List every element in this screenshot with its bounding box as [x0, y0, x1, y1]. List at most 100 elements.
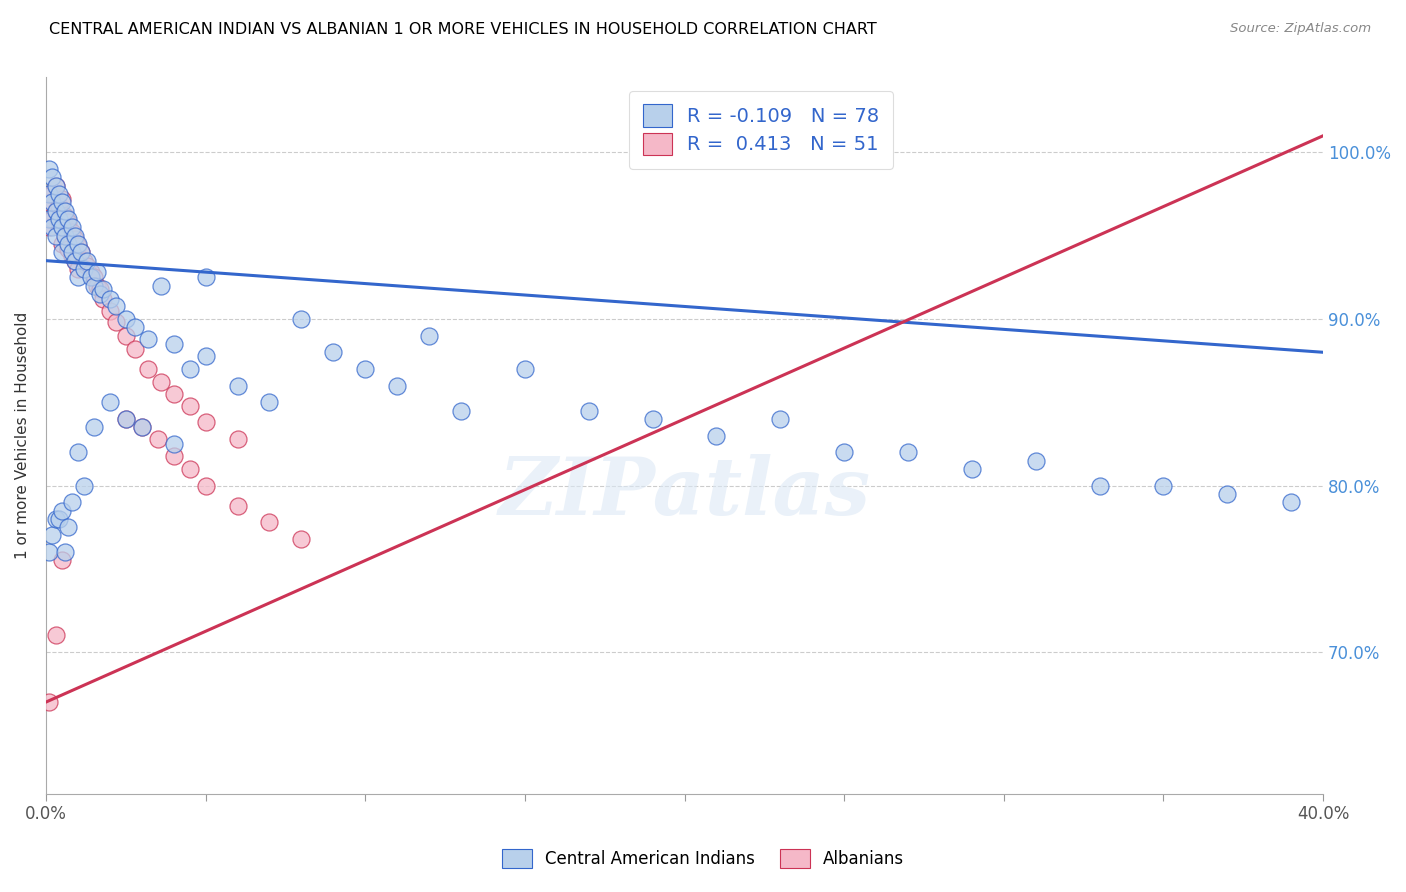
Point [45, 178, 67, 193]
Point [41, 187, 63, 202]
Point [60, 495, 83, 509]
Point [58, 215, 80, 229]
Point [66, 270, 89, 285]
Point [48, 512, 70, 526]
Point [1279, 495, 1302, 509]
Point [290, 532, 312, 546]
Point [58, 212, 80, 227]
Text: CENTRAL AMERICAN INDIAN VS ALBANIAN 1 OR MORE VEHICLES IN HOUSEHOLD CORRELATION : CENTRAL AMERICAN INDIAN VS ALBANIAN 1 OR… [49, 22, 877, 37]
Point [1088, 478, 1111, 492]
Point [63, 253, 86, 268]
Point [149, 376, 172, 390]
Point [45, 203, 67, 218]
Point [58, 242, 80, 256]
Point [51, 553, 73, 567]
Point [60, 225, 83, 239]
Point [79, 270, 101, 285]
Point [86, 265, 108, 279]
Point [149, 278, 172, 293]
Point [63, 232, 86, 246]
Y-axis label: 1 or more Vehicles in Household: 1 or more Vehicles in Household [15, 312, 30, 559]
Point [58, 520, 80, 534]
Point [48, 199, 70, 213]
Point [897, 445, 920, 459]
Point [98, 395, 121, 409]
Point [385, 378, 408, 392]
Point [1025, 453, 1047, 467]
Point [578, 403, 600, 417]
Point [51, 220, 73, 235]
Point [73, 253, 96, 268]
Point [194, 478, 217, 492]
Point [53, 203, 76, 218]
Point [73, 478, 96, 492]
Point [41, 528, 63, 542]
Point [86, 278, 108, 293]
Point [53, 209, 76, 223]
Legend: R = -0.109   N = 78, R =  0.413   N = 51: R = -0.109 N = 78, R = 0.413 N = 51 [628, 91, 893, 169]
Point [45, 203, 67, 218]
Point [83, 278, 105, 293]
Point [38, 187, 60, 202]
Point [322, 345, 344, 359]
Point [163, 337, 186, 351]
Point [124, 342, 146, 356]
Point [259, 515, 281, 529]
Point [38, 545, 60, 559]
Point [1216, 487, 1239, 501]
Point [45, 228, 67, 243]
Point [179, 462, 201, 476]
Point [98, 292, 121, 306]
Point [105, 299, 128, 313]
Point [136, 362, 159, 376]
Point [51, 220, 73, 235]
Point [163, 387, 186, 401]
Point [290, 312, 312, 326]
Point [41, 195, 63, 210]
Point [63, 228, 86, 243]
Point [769, 412, 792, 426]
Point [60, 245, 83, 260]
Point [51, 245, 73, 260]
Point [226, 432, 249, 446]
Point [76, 259, 98, 273]
Point [226, 378, 249, 392]
Point [706, 428, 728, 442]
Point [63, 253, 86, 268]
Point [93, 292, 115, 306]
Point [89, 282, 111, 296]
Point [98, 303, 121, 318]
Point [58, 237, 80, 252]
Point [51, 237, 73, 252]
Point [41, 220, 63, 235]
Point [48, 212, 70, 227]
Text: ZIPatlas: ZIPatlas [499, 454, 870, 532]
Point [513, 362, 536, 376]
Point [83, 270, 105, 285]
Point [89, 287, 111, 301]
Point [38, 162, 60, 177]
Point [179, 399, 201, 413]
Point [194, 270, 217, 285]
Point [45, 512, 67, 526]
Point [53, 545, 76, 559]
Point [131, 420, 153, 434]
Point [41, 170, 63, 185]
Point [259, 395, 281, 409]
Point [66, 445, 89, 459]
Point [51, 503, 73, 517]
Point [418, 328, 440, 343]
Point [1153, 478, 1175, 492]
Point [354, 362, 377, 376]
Point [124, 320, 146, 334]
Point [114, 412, 136, 426]
Point [114, 328, 136, 343]
Point [226, 499, 249, 513]
Point [83, 420, 105, 434]
Point [960, 462, 983, 476]
Legend: Central American Indians, Albanians: Central American Indians, Albanians [495, 842, 911, 875]
Point [60, 220, 83, 235]
Point [105, 315, 128, 329]
Point [38, 195, 60, 210]
Point [131, 420, 153, 434]
